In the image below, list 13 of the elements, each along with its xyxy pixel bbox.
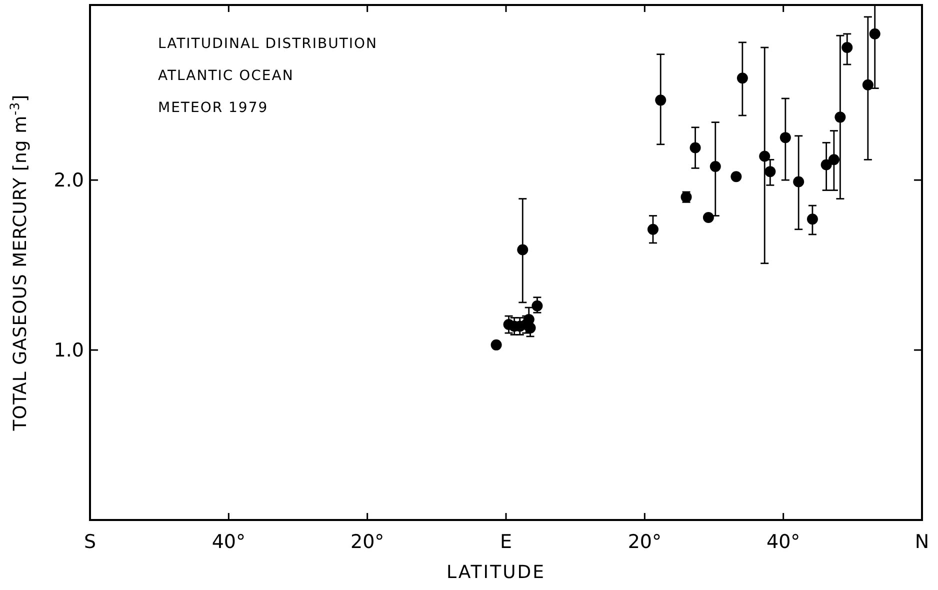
x-tick-label: E [500,531,512,553]
x-tick-label: 40° [212,531,246,553]
x-tick-label: 20° [350,531,384,553]
y-tick-label: 2.0 [54,170,84,192]
y-tick-label: 1.0 [54,340,84,362]
annotation: METEOR 1979 [158,100,268,116]
x-tick-label: N [914,531,930,553]
annotation: ATLANTIC OCEAN [158,68,294,84]
annotation: LATITUDINAL DISTRIBUTION [158,36,378,52]
x-axis-title: LATITUDE [446,562,546,583]
x-tick-label: 20° [628,531,662,553]
x-tick-label: 40° [766,531,800,553]
x-tick-label: S [84,531,96,553]
